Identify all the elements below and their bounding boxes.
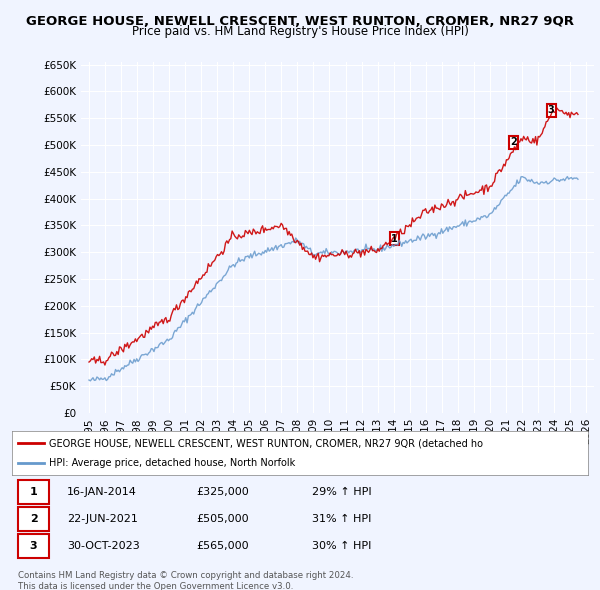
Text: 1: 1 [391, 234, 398, 244]
Text: 2: 2 [30, 514, 37, 524]
Text: 29% ↑ HPI: 29% ↑ HPI [311, 487, 371, 497]
Text: 2: 2 [510, 137, 517, 148]
Text: 30-OCT-2023: 30-OCT-2023 [67, 542, 139, 551]
Text: £325,000: £325,000 [196, 487, 249, 497]
FancyBboxPatch shape [18, 507, 49, 531]
FancyBboxPatch shape [18, 480, 49, 504]
Text: 3: 3 [30, 542, 37, 551]
FancyBboxPatch shape [390, 232, 399, 245]
Text: GEORGE HOUSE, NEWELL CRESCENT, WEST RUNTON, CROMER, NR27 9QR (detached ho: GEORGE HOUSE, NEWELL CRESCENT, WEST RUNT… [49, 438, 484, 448]
Text: 30% ↑ HPI: 30% ↑ HPI [311, 542, 371, 551]
FancyBboxPatch shape [509, 136, 518, 149]
Text: 3: 3 [548, 105, 554, 115]
Text: GEORGE HOUSE, NEWELL CRESCENT, WEST RUNTON, CROMER, NR27 9QR: GEORGE HOUSE, NEWELL CRESCENT, WEST RUNT… [26, 15, 574, 28]
Text: 31% ↑ HPI: 31% ↑ HPI [311, 514, 371, 524]
Text: 1: 1 [30, 487, 37, 497]
Text: £505,000: £505,000 [196, 514, 249, 524]
FancyBboxPatch shape [547, 104, 556, 117]
Text: 22-JUN-2021: 22-JUN-2021 [67, 514, 137, 524]
Text: HPI: Average price, detached house, North Norfolk: HPI: Average price, detached house, Nort… [49, 458, 296, 467]
Text: 16-JAN-2014: 16-JAN-2014 [67, 487, 137, 497]
FancyBboxPatch shape [18, 535, 49, 558]
Text: Contains HM Land Registry data © Crown copyright and database right 2024.
This d: Contains HM Land Registry data © Crown c… [18, 571, 353, 590]
Text: Price paid vs. HM Land Registry's House Price Index (HPI): Price paid vs. HM Land Registry's House … [131, 25, 469, 38]
Text: £565,000: £565,000 [196, 542, 249, 551]
